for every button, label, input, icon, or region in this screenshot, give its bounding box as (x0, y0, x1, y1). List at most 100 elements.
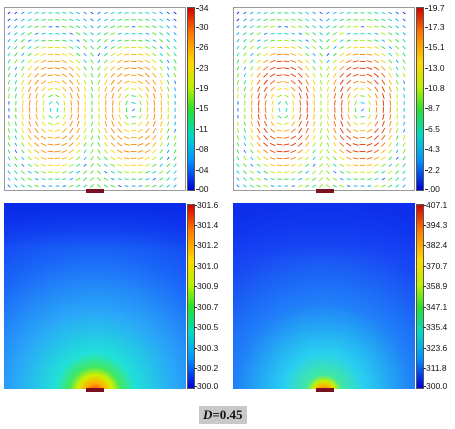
velocity-vector (144, 73, 150, 78)
velocity-vector (90, 163, 94, 168)
velocity-vector (312, 149, 316, 154)
velocity-vector (382, 99, 385, 106)
velocity-vector (256, 149, 261, 154)
velocity-vector (249, 32, 254, 36)
velocity-vector (334, 100, 336, 106)
velocity-vector (319, 38, 323, 43)
velocity-vector (7, 18, 11, 22)
velocity-vector (352, 157, 359, 160)
velocity-vector (263, 72, 269, 78)
velocity-vector (388, 86, 392, 92)
velocity-vector (137, 142, 144, 147)
velocity-vector (138, 25, 143, 28)
velocity-vector (346, 79, 352, 85)
velocity-vector (124, 185, 129, 187)
velocity-vector (160, 113, 163, 120)
velocity-vector (34, 52, 40, 57)
velocity-vector (346, 39, 351, 42)
velocity-vector (298, 177, 303, 181)
velocity-vector (290, 149, 297, 154)
velocity-vector (42, 114, 46, 120)
velocity-vector (27, 127, 32, 134)
velocity-vector (27, 170, 32, 174)
velocity-vector (375, 113, 378, 120)
velocity-vector (21, 142, 25, 147)
velocity-vector (40, 73, 47, 78)
velocity-vector (283, 46, 290, 49)
velocity-vector (47, 53, 54, 56)
velocity-vector (263, 142, 269, 147)
velocity-vector (117, 39, 122, 42)
velocity-vector (40, 149, 47, 154)
velocity-vector (374, 86, 379, 92)
velocity-vector (41, 46, 47, 49)
velocity-vector (76, 134, 81, 141)
velocity-vector (403, 128, 406, 133)
velocity-vector (403, 87, 405, 91)
velocity-vector (236, 163, 240, 168)
velocity-vector (83, 163, 87, 167)
velocity-vector (339, 156, 345, 161)
velocity-vector (117, 46, 123, 49)
velocity-vector (353, 87, 359, 91)
velocity-vector (110, 46, 115, 50)
velocity-vector (166, 135, 170, 140)
velocity-vector (290, 171, 296, 174)
colorbar-tick: 300.0 (422, 381, 448, 391)
velocity-vector (90, 59, 94, 64)
velocity-vector (256, 72, 261, 78)
velocity-vector (7, 135, 11, 140)
velocity-vector (319, 45, 323, 50)
velocity-vector (263, 59, 269, 64)
velocity-vector (47, 164, 54, 167)
velocity-vector (137, 46, 144, 49)
colorbar-tick: 34 (195, 3, 209, 13)
velocity-vector (117, 135, 123, 140)
velocity-vector (97, 25, 101, 29)
colorbar-tick: 347.1 (422, 302, 448, 312)
velocity-vector (145, 46, 150, 49)
velocity-vector (319, 135, 323, 140)
velocity-vector (360, 108, 365, 112)
colorbar-tick: 19 (195, 83, 209, 93)
velocity-vector (244, 93, 246, 99)
velocity-vector (283, 60, 290, 63)
velocity-vector (61, 171, 67, 174)
velocity-vector (137, 53, 144, 56)
velocity-vector (110, 39, 115, 42)
velocity-vector (103, 177, 109, 181)
velocity-vector (304, 177, 310, 181)
velocity-vector (69, 86, 74, 92)
velocity-vector (346, 128, 352, 134)
velocity-vector (90, 38, 94, 43)
velocity-vector (305, 18, 310, 22)
velocity-vector (47, 74, 54, 77)
velocity-vector (117, 18, 122, 21)
velocity-vector (283, 87, 289, 91)
velocity-vector (159, 72, 164, 78)
velocity-vector (249, 38, 254, 43)
velocity-vector (381, 177, 386, 181)
velocity-vector (145, 18, 150, 21)
velocity-vector (123, 60, 130, 63)
velocity-vector (276, 74, 283, 77)
velocity-vector (403, 94, 405, 98)
velocity-vector (319, 177, 324, 182)
velocity-vector (41, 171, 46, 174)
velocity-vector (110, 66, 116, 71)
velocity-vector (110, 170, 115, 174)
velocity-vector (276, 67, 283, 70)
colorbar-tick: 300.9 (193, 281, 219, 291)
velocity-vector (117, 12, 122, 14)
velocity-vector (339, 18, 344, 22)
velocity-vector (236, 149, 240, 154)
velocity-vector (174, 121, 176, 126)
velocity-vector (269, 80, 276, 85)
velocity-vector (83, 11, 87, 15)
velocity-vector (139, 100, 142, 106)
velocity-vector (40, 66, 47, 70)
velocity-vector (14, 59, 18, 64)
velocity-vector (312, 38, 317, 43)
velocity-vector (83, 149, 87, 154)
velocity-vector (305, 59, 310, 64)
